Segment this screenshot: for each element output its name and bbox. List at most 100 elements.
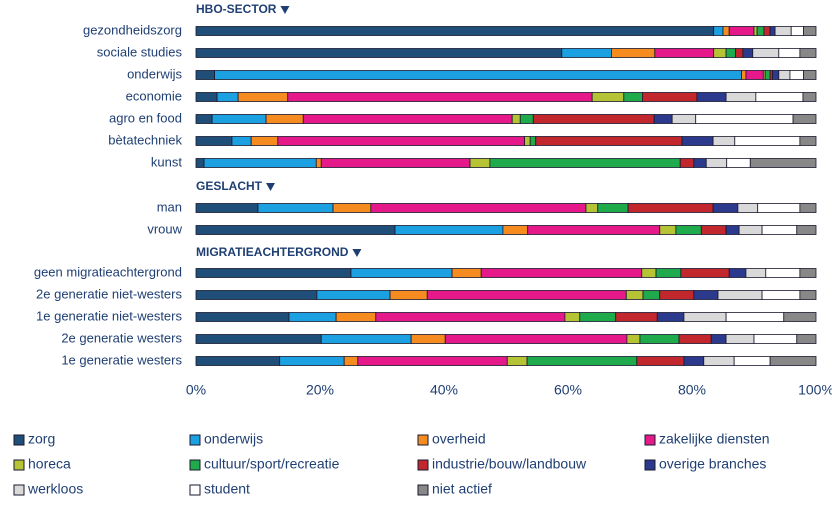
bar-segment [195,203,259,213]
dropdown-arrow [352,249,362,257]
dropdown-arrow [266,183,275,191]
bar-segment [728,26,755,36]
bar-segment [803,26,817,36]
bar-segment [712,203,739,213]
category-label: 1e generatie niet-westers [36,308,182,323]
legend-label: cultuur/sport/recreatie [204,456,340,472]
legend-swatch [189,434,201,446]
bar-segment [626,334,641,344]
bar-segment [734,136,801,146]
bar-segment [761,225,798,235]
bar-segment [320,334,412,344]
bar-segment [700,225,727,235]
bar-segment [765,268,801,278]
bar-segment [480,268,643,278]
bar-segment [195,158,205,168]
bar-segment [195,312,290,322]
legend-label: student [204,481,250,497]
bar-segment [316,290,391,300]
bar-segment [642,290,661,300]
bar-segment [579,312,617,322]
bar-segment [335,312,377,322]
bar-segment [654,48,715,58]
bar-segment [532,114,655,124]
x-tick-label: 60% [554,382,582,398]
bar-segment [790,26,805,36]
bar-segment [763,26,771,36]
bar-segment [774,26,792,36]
bar-segment [231,136,252,146]
bar-segment [211,114,267,124]
bar-segment [535,136,683,146]
bar-segment [642,92,698,102]
bar-segment [332,203,372,213]
bar-segment [735,48,744,58]
legend-label: zorg [28,431,55,447]
bar-segment [741,70,747,80]
bar-segment [756,26,765,36]
bar-segment [526,356,638,366]
group-title: HBO-SECTOR [196,2,277,16]
bar-segment [678,334,712,344]
bar-segment [726,158,751,168]
bar-segment [502,225,529,235]
bar-segment [705,158,728,168]
bar-segment [683,312,727,322]
bar-segment [641,268,657,278]
bar-segment [529,136,537,146]
bar-segment [511,114,521,124]
bar-segment [761,290,801,300]
bar-segment [659,225,677,235]
bar-segment [636,356,685,366]
legend-swatch [13,434,25,446]
bar-segment [696,92,727,102]
legend-swatch [189,484,201,496]
bar-segment [195,268,352,278]
bar-segment [680,268,730,278]
legend-swatch [189,459,201,471]
bar-segment [195,26,715,36]
legend-swatch [417,434,429,446]
bar-segment [597,203,629,213]
bar-segment [195,114,213,124]
bar-segment [611,48,656,58]
bar-segment [749,158,817,168]
bar-segment [757,203,801,213]
bar-segment [803,70,817,80]
category-label: onderwijs [127,66,182,81]
bar-segment [451,268,482,278]
bar-segment [738,225,763,235]
bar-segment [639,334,680,344]
bar-segment [214,70,743,80]
bar-segment [524,136,531,146]
bar-segment [564,312,581,322]
legend-label: industrie/bouw/landbouw [432,456,587,472]
bar-segment [753,334,798,344]
bar-segment [195,92,218,102]
bar-segment [725,225,740,235]
bar-segment [655,268,682,278]
legend-label: overheid [432,431,486,447]
category-label: sociale studies [97,44,183,59]
bar-segment [195,334,322,344]
bar-segment [681,136,714,146]
bar-segment [625,290,644,300]
bar-segment [237,92,289,102]
category-label: 2e generatie niet-westers [36,286,182,301]
bar-segment [288,312,337,322]
bar-segment [671,114,697,124]
bar-segment [725,312,785,322]
bar-segment [343,356,359,366]
category-label: kunst [151,154,182,169]
legend-swatch [13,459,25,471]
bar-segment [469,158,491,168]
bar-segment [722,26,730,36]
bar-segment [195,356,281,366]
bar-segment [315,158,322,168]
bar-segment [615,312,658,322]
bar-segment [279,356,345,366]
bar-segment [796,225,817,235]
category-label: economie [126,88,182,103]
category-label: man [157,199,182,214]
